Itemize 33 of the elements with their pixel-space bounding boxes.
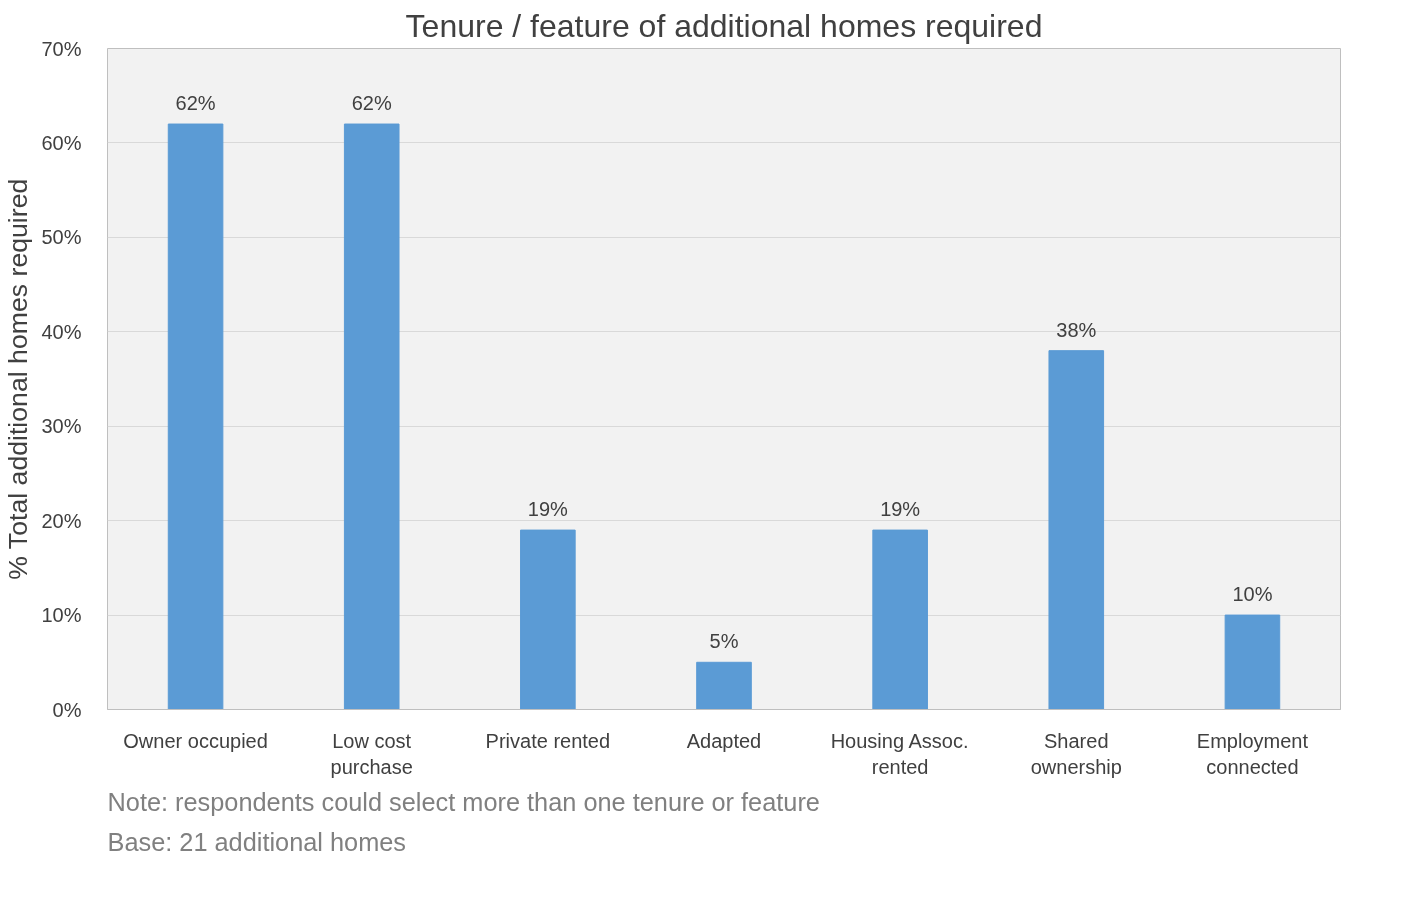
data-label: 5%	[709, 630, 739, 653]
data-label: 10%	[1232, 583, 1273, 606]
y-tick-label: 70%	[41, 37, 82, 60]
chart-title: Tenure / feature of additional homes required	[405, 7, 1043, 44]
x-tick-label: Owner occupied	[123, 729, 268, 752]
x-tick-label: Low cost purchase	[330, 729, 413, 778]
data-label: 62%	[175, 92, 216, 115]
y-axis-title: % Total additional homes required	[3, 178, 34, 580]
bar	[167, 123, 224, 710]
data-label: 19%	[880, 498, 921, 521]
bar	[343, 123, 400, 710]
y-tick-label: 10%	[41, 604, 82, 627]
bar	[1048, 350, 1105, 710]
data-label: 19%	[527, 498, 569, 521]
bar	[1224, 614, 1281, 710]
data-label: 62%	[351, 92, 392, 115]
text: Note: respondents could select more than one tenure or feature	[107, 787, 820, 816]
x-tick-label: Adapted	[686, 729, 762, 752]
text: Base: 21 additional homes	[107, 827, 407, 856]
bar	[696, 661, 752, 710]
y-tick-label: 40%	[41, 320, 82, 343]
y-tick-label: 30%	[41, 415, 82, 438]
data-label: 38%	[1056, 318, 1097, 341]
y-tick-label: 60%	[41, 131, 82, 154]
bar	[520, 529, 576, 710]
y-tick-label: 50%	[41, 226, 82, 249]
x-tick-label: Housing Assoc. rented	[830, 729, 969, 778]
bar	[872, 529, 928, 710]
x-tick-label: Shared ownership	[1030, 729, 1122, 778]
y-tick-label: 20%	[41, 509, 82, 532]
y-tick-label: 0%	[52, 698, 82, 721]
x-tick-label: Employment connected	[1196, 729, 1309, 778]
x-tick-label: Private rented	[485, 729, 611, 752]
